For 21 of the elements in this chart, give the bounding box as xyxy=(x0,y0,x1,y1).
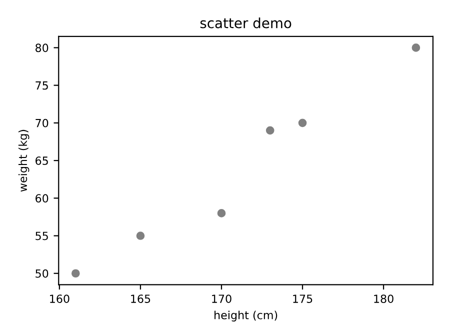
point xyxy=(298,118,307,128)
x-tick-label: 180 xyxy=(374,294,394,303)
y-tick-label: 55 xyxy=(36,232,48,240)
chart-title: scatter demo xyxy=(200,18,292,28)
point xyxy=(412,44,420,52)
y-tick-label: 50 xyxy=(36,269,48,278)
point xyxy=(136,232,145,240)
x-axis-title: height (cm) xyxy=(214,310,278,322)
y-tick-label: 70 xyxy=(36,118,48,128)
x-tick-label: 170 xyxy=(212,294,232,303)
y-tick-label: 60 xyxy=(36,194,48,203)
point xyxy=(71,269,80,278)
y-axis-title: weight (kg) xyxy=(18,130,30,192)
x-tick-label: 165 xyxy=(131,294,150,303)
y-tick-label: 80 xyxy=(36,44,48,52)
y-tick-label: 65 xyxy=(36,156,48,165)
point xyxy=(266,126,274,135)
x-tick-label: 160 xyxy=(50,294,70,303)
x-tick-label: 175 xyxy=(293,294,312,303)
y-tick-label: 75 xyxy=(36,81,48,90)
point xyxy=(217,209,226,218)
